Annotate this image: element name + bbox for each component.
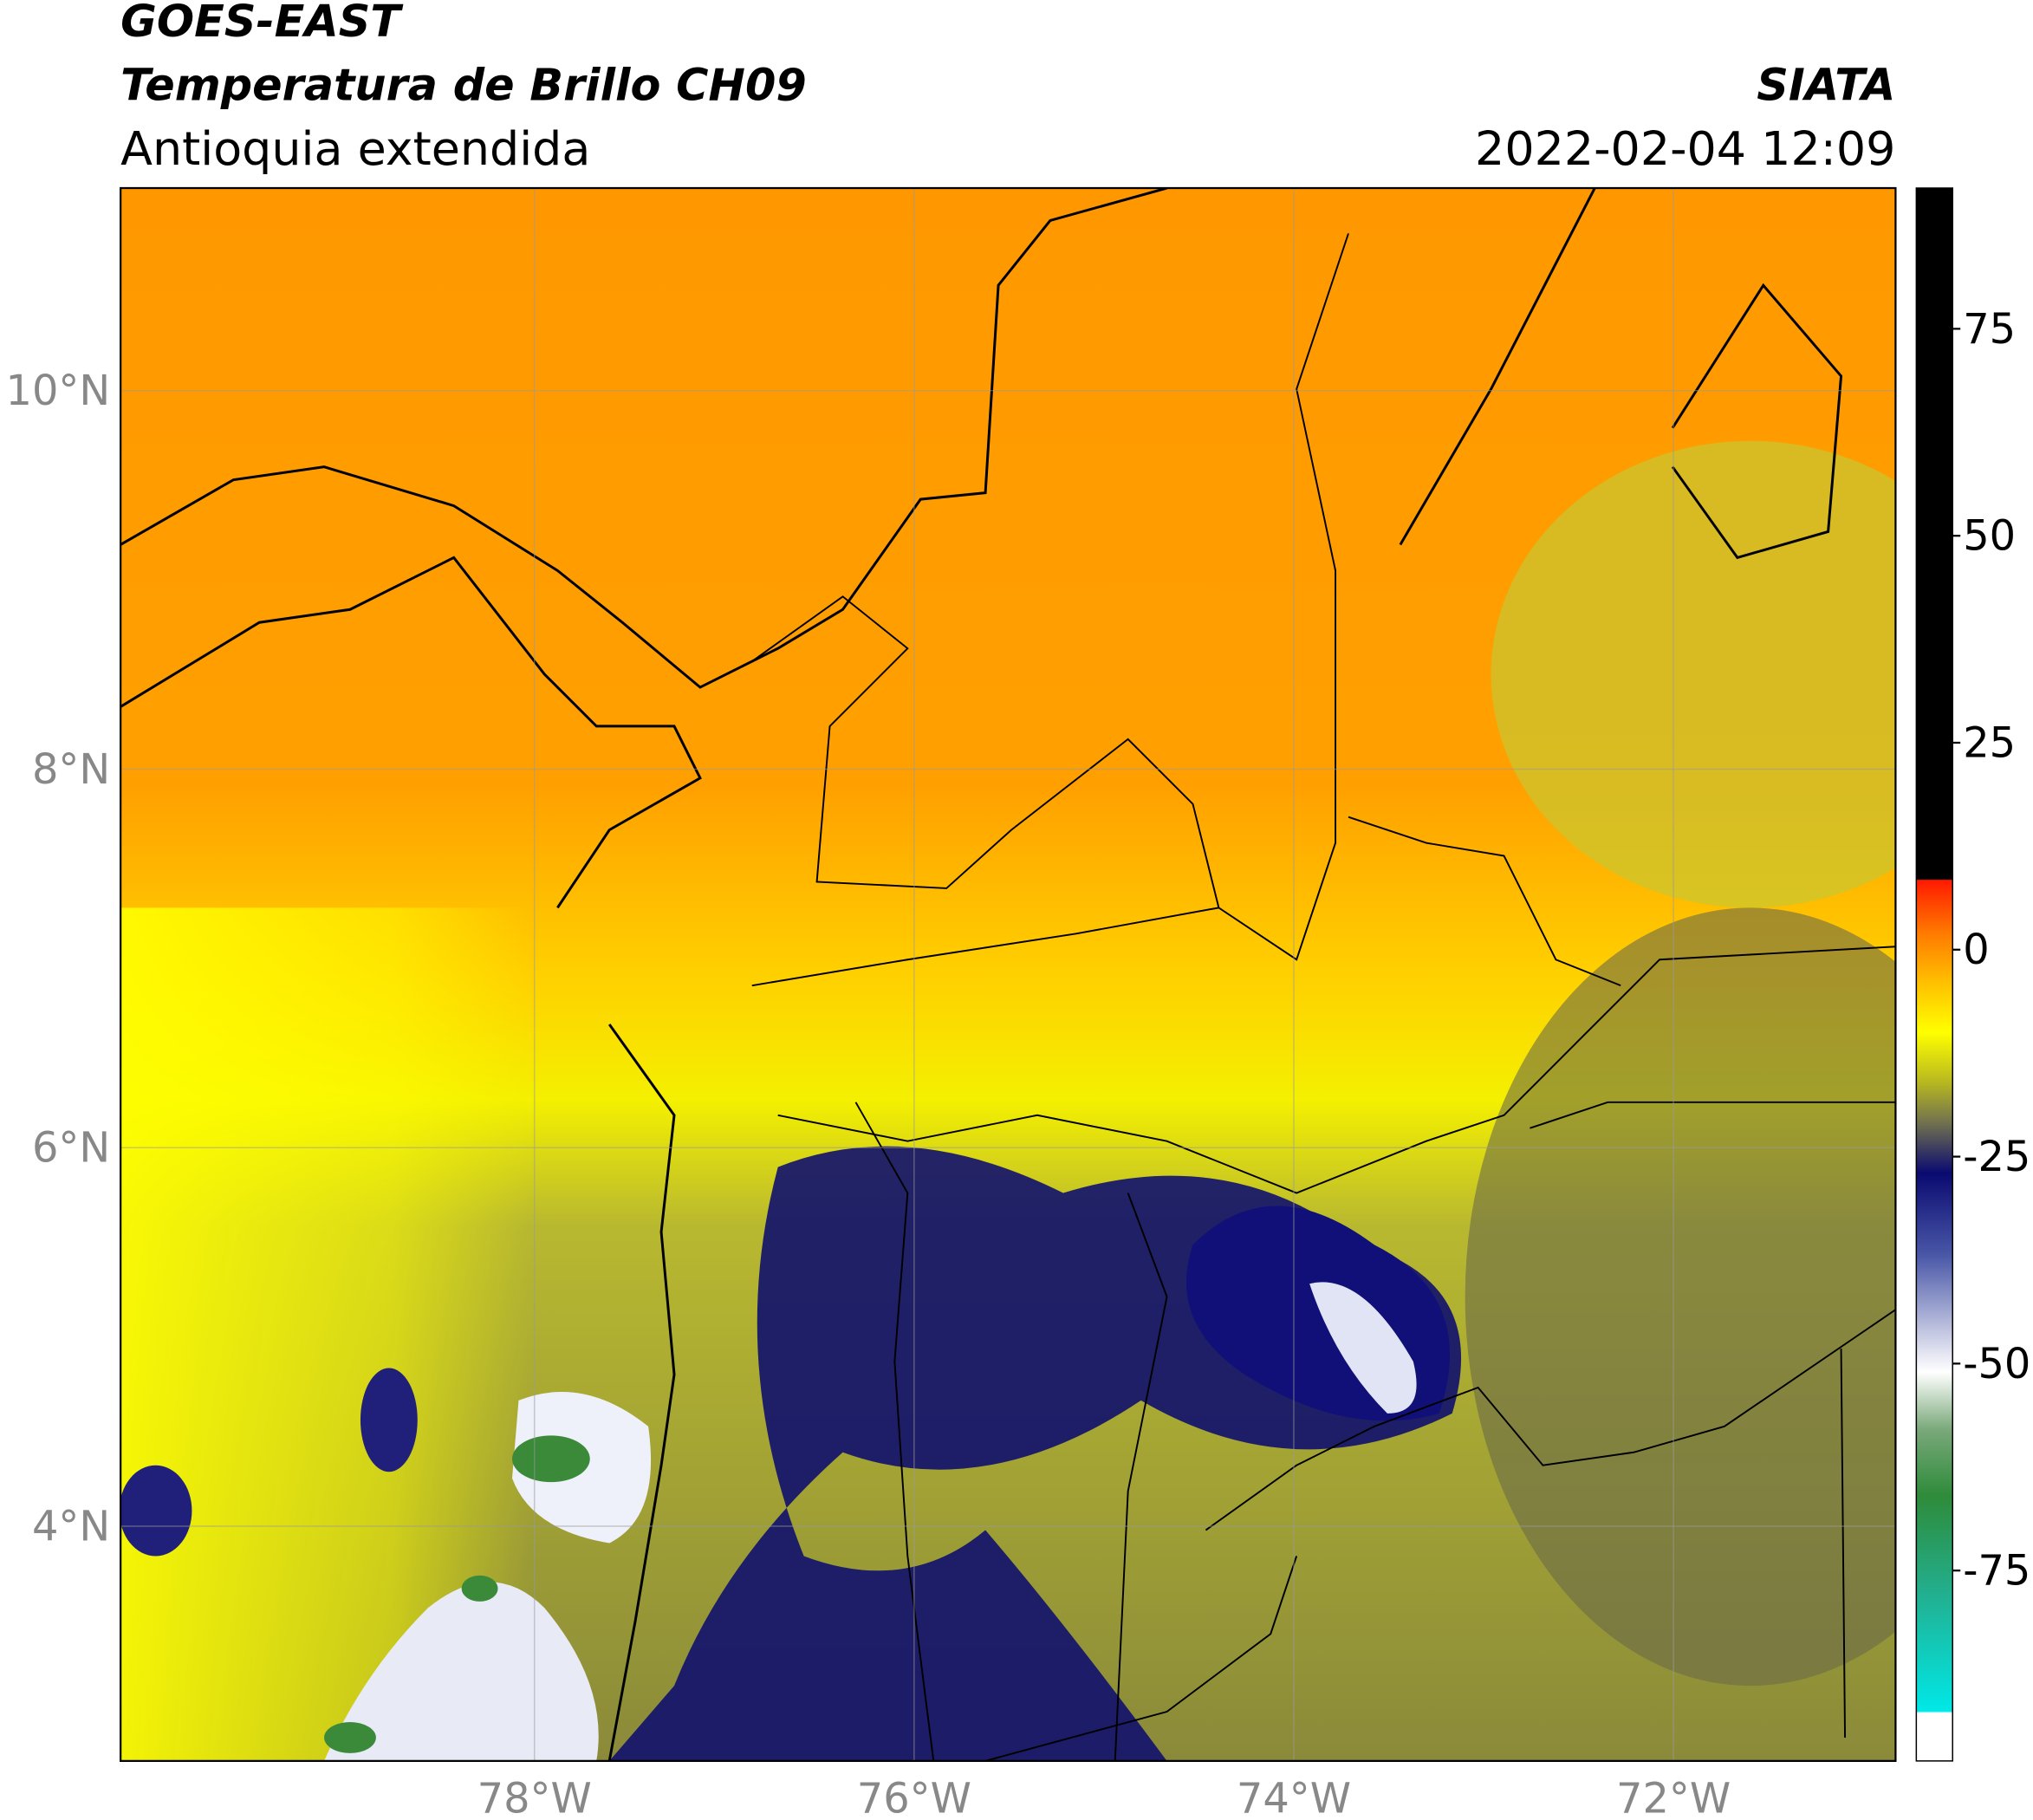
cold-core (324, 1582, 599, 1761)
x-tick-label: 74°W (1237, 1776, 1351, 1820)
colorbar (1915, 187, 1953, 1762)
x-tick-label: 76°W (857, 1776, 971, 1820)
cold-cloud (120, 1465, 192, 1557)
colorbar-tick-label: -25 (1963, 1134, 2030, 1181)
border-line (751, 233, 1896, 1761)
datetime: 2022-02-04 12:09 (1475, 121, 1895, 176)
cloud-area (1491, 440, 1896, 908)
region: Antioquia extendida (120, 121, 590, 176)
x-tick-label: 72°W (1616, 1776, 1731, 1820)
colorbar-tick-label: 75 (1963, 306, 2016, 354)
cold-core (324, 1721, 376, 1753)
y-tick-label: 6°N (32, 1125, 110, 1173)
colorbar-tick-label: 0 (1963, 926, 1989, 974)
map-frame (120, 186, 1897, 1762)
source: SIATA (1757, 59, 1895, 110)
title: Temperatura de Brillo CH09 (120, 59, 807, 110)
colorbar-tick-label: -75 (1963, 1548, 2030, 1596)
x-tick-label: 78°W (477, 1776, 592, 1820)
coastline (120, 188, 1843, 1761)
satellite-image (120, 188, 1896, 1761)
colorbar-tick-label: -50 (1963, 1341, 2030, 1388)
y-tick-label: 4°N (32, 1504, 110, 1551)
colorbar-tick-label: 50 (1963, 513, 2016, 561)
satellite: GOES-EAST (120, 0, 404, 47)
cold-cloud (360, 1368, 418, 1472)
cold-core (461, 1575, 498, 1602)
y-tick-label: 8°N (32, 746, 110, 794)
cold-core (1309, 1282, 1417, 1414)
colorbar-tick-label: 25 (1963, 719, 2016, 767)
y-tick-label: 10°N (6, 367, 111, 415)
cold-core (511, 1435, 590, 1483)
